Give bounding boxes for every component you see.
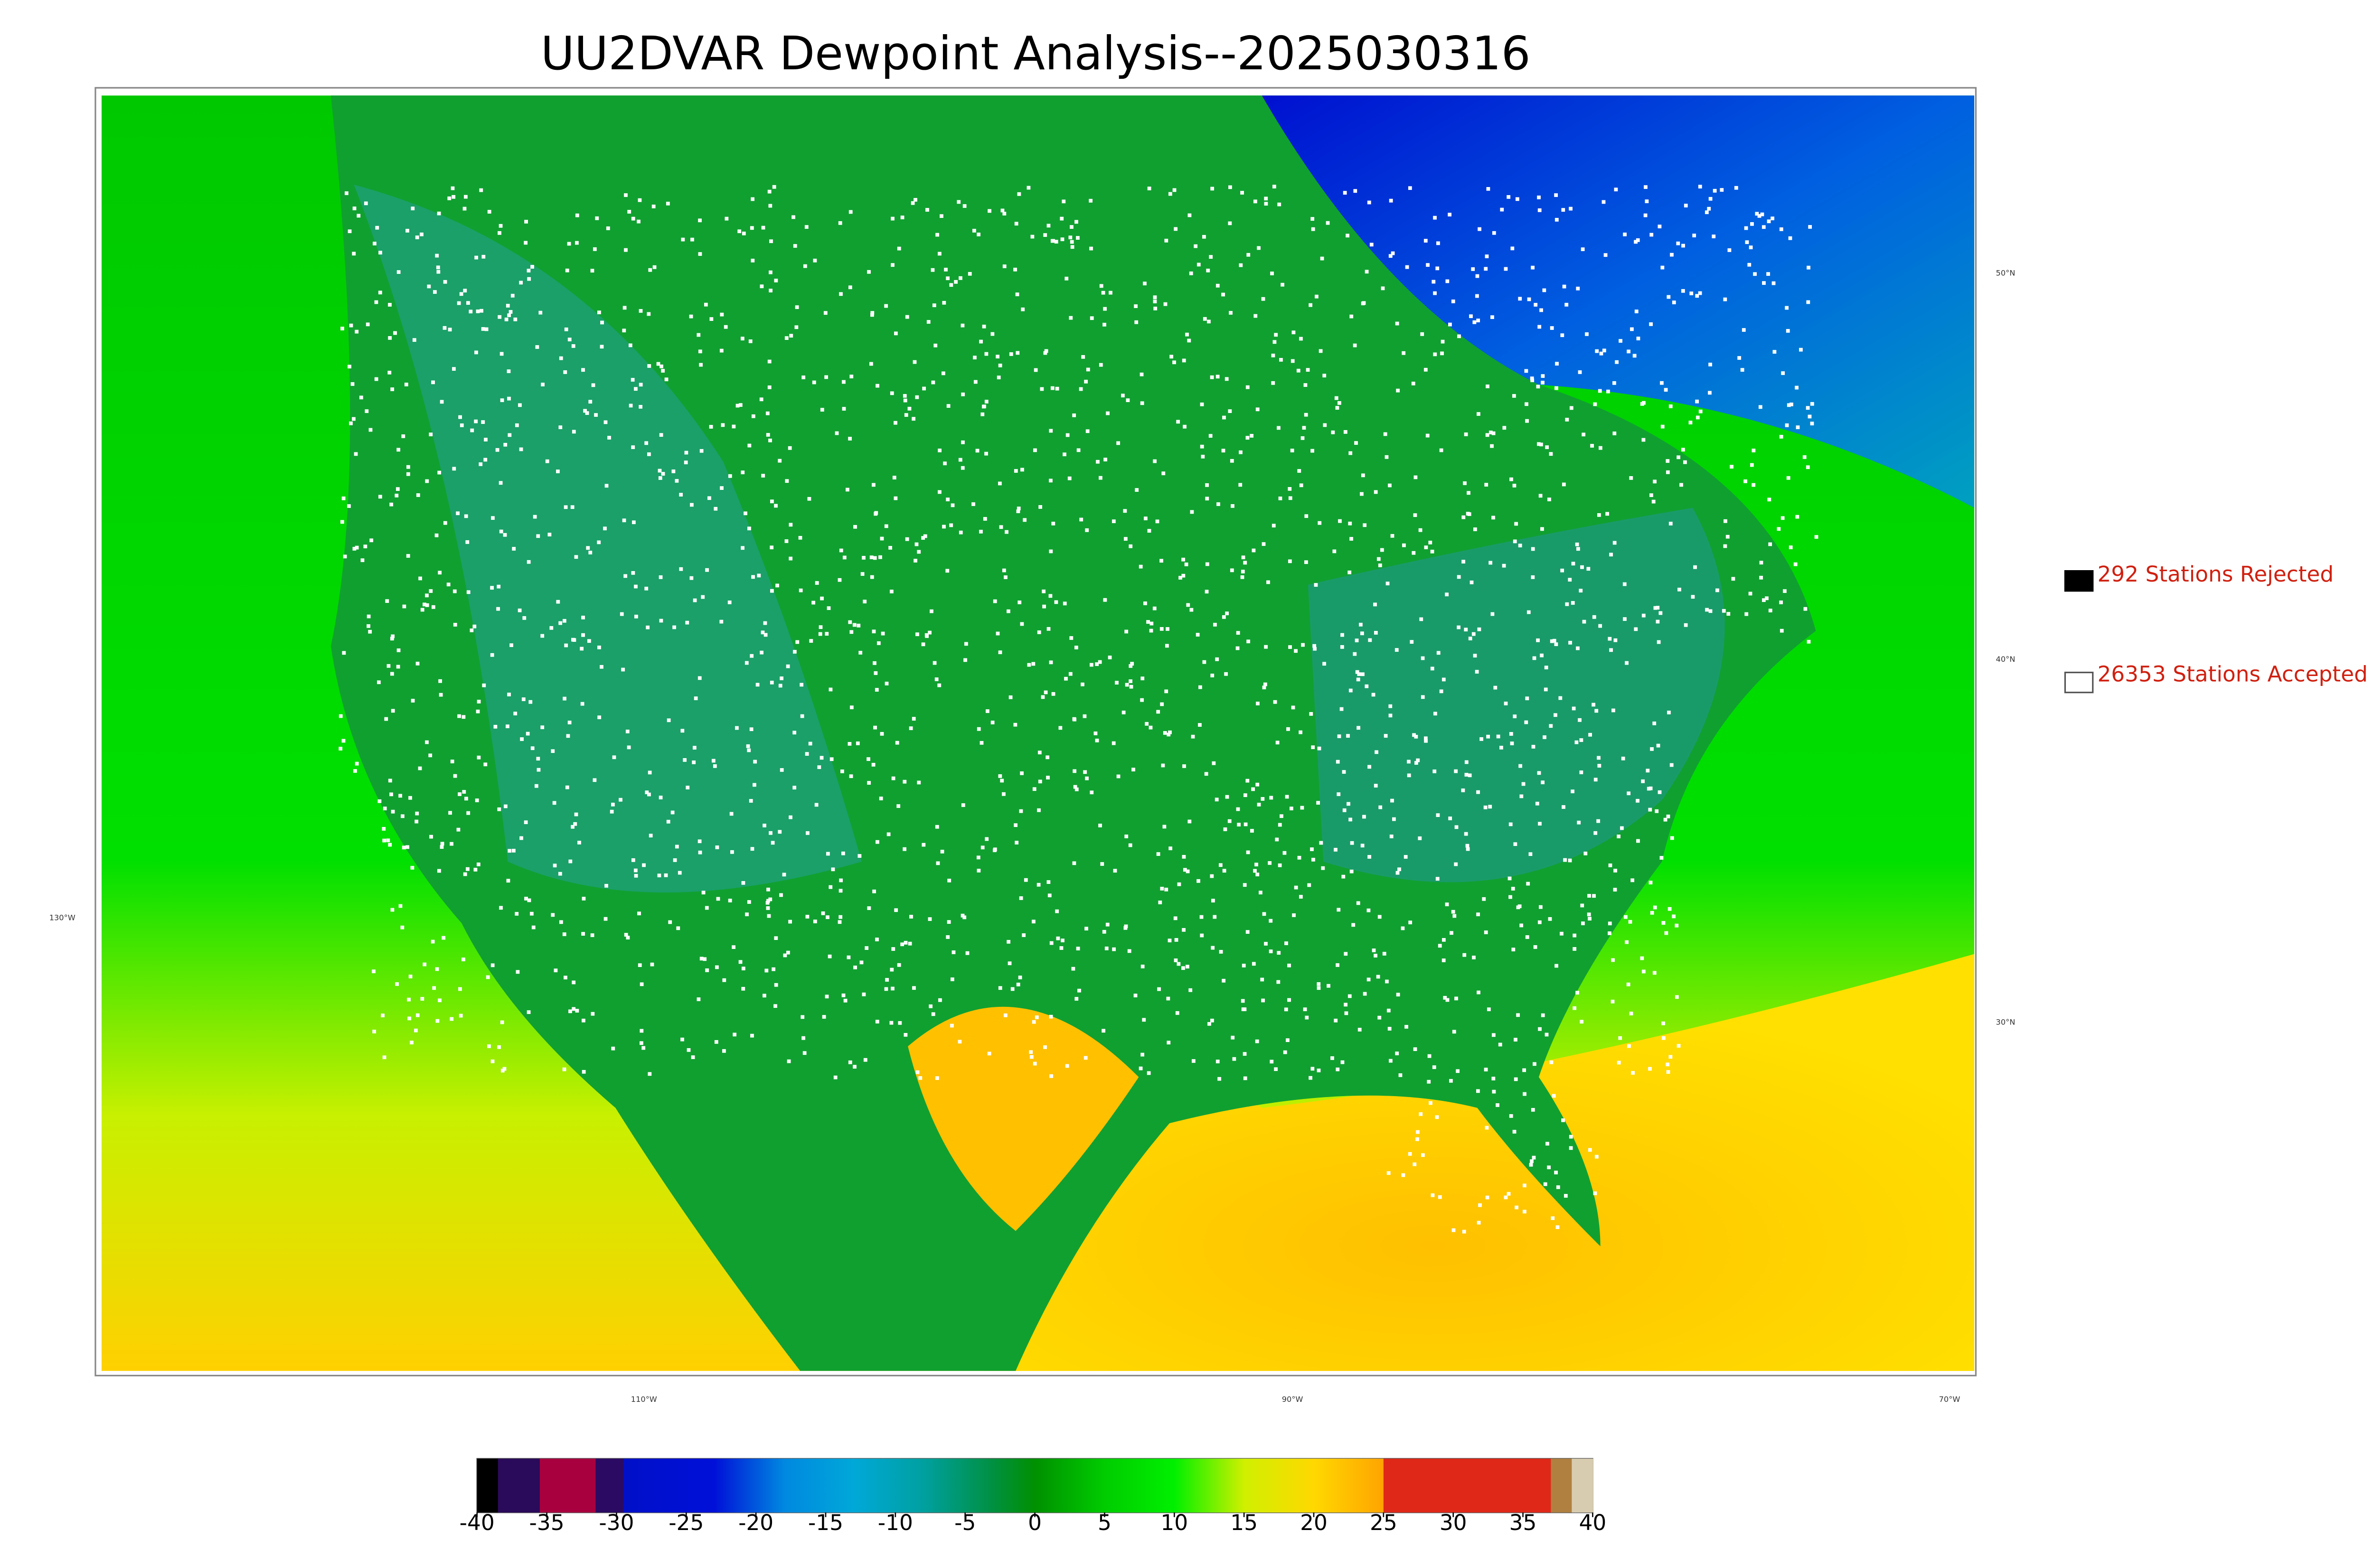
colorbar-tick-label: 15 [1230, 1510, 1258, 1535]
colorbar-segment [477, 1458, 499, 1513]
colorbar-tick-label: -20 [738, 1510, 773, 1535]
lat-label: 50°N [1996, 268, 2016, 277]
colorbar-segment [1174, 1458, 1245, 1513]
colorbar-tick-label: -30 [599, 1510, 634, 1535]
colorbar-segment [714, 1458, 784, 1513]
colorbar-tick-label: 30 [1440, 1510, 1467, 1535]
colorbar-segment [1244, 1458, 1314, 1513]
lat-label: 30°N [1996, 1018, 2016, 1027]
stations [339, 185, 1818, 1234]
colorbar-tick-label: 40 [1579, 1510, 1607, 1535]
colorbar-segment [1551, 1458, 1573, 1513]
colorbar-segment [1383, 1458, 1552, 1513]
lon-label: 110°W [631, 1395, 657, 1404]
colorbar-tick-label: -10 [878, 1510, 913, 1535]
colorbar-segment [498, 1458, 540, 1513]
colorbar-segment [853, 1458, 924, 1513]
colorbar-tick-label: -5 [954, 1510, 976, 1535]
legend-label: 292 Stations Rejected [2097, 562, 2334, 587]
colorbar-segment [623, 1458, 715, 1513]
lon-label: 90°W [1282, 1395, 1303, 1404]
legend-swatch [2064, 570, 2094, 592]
legend-swatch [2064, 671, 2094, 694]
colorbar-tick-label: 25 [1370, 1510, 1397, 1535]
title: UU2DVAR Dewpoint Analysis--2025030316 [541, 27, 1531, 80]
colorbar-segment [539, 1458, 596, 1513]
colorbar-segment [1313, 1458, 1384, 1513]
dry-west [354, 185, 862, 892]
colorbar-tick-label: -25 [669, 1510, 704, 1535]
colorbar-tick-label: -40 [460, 1510, 495, 1535]
lon-label: 70°W [1939, 1395, 1960, 1404]
dry-east [1308, 507, 1725, 883]
colorbar-segment [595, 1458, 624, 1513]
colorbar-tick-label: -35 [529, 1510, 565, 1535]
colorbar-segment [783, 1458, 854, 1513]
colorbar-tick-label: 5 [1098, 1510, 1112, 1535]
colorbar-segment [993, 1458, 1036, 1513]
colorbar-tick-label: -15 [808, 1510, 843, 1535]
lon-label: 130°W [49, 913, 75, 922]
texas [908, 1006, 1139, 1231]
colorbar-segment [1572, 1458, 1593, 1513]
land [330, 95, 1816, 1371]
colorbar-tick-label: 0 [1028, 1510, 1042, 1535]
map [101, 95, 1975, 1371]
colorbar-segment [1104, 1458, 1175, 1513]
legend-label: 26353 Stations Accepted [2097, 662, 2367, 687]
lat-label: 40°N [1996, 655, 2016, 664]
colorbar-tick-label: 20 [1300, 1510, 1328, 1535]
colorbar-tick-label: 35 [1509, 1510, 1537, 1535]
colorbar-segment [1035, 1458, 1105, 1513]
colorbar-segment [923, 1458, 994, 1513]
cold-region [1262, 95, 1975, 508]
colorbar-tick-label: 10 [1160, 1510, 1188, 1535]
